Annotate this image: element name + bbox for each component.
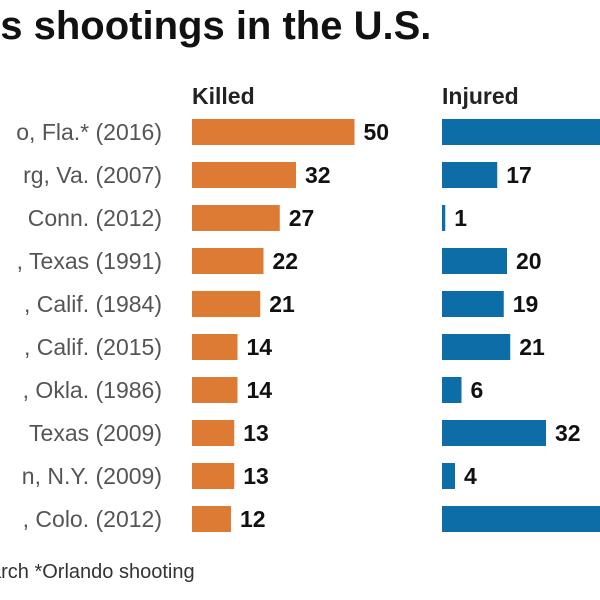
source-note: arch *Orlando shooting xyxy=(0,561,195,583)
killed-value-label: 13 xyxy=(243,420,269,446)
injured-header: Injured xyxy=(442,83,519,109)
injured-bar xyxy=(442,463,455,489)
injured-bar xyxy=(442,420,546,446)
killed-value-label: 12 xyxy=(240,506,266,532)
killed-bar xyxy=(192,205,280,231)
killed-bar xyxy=(192,119,355,145)
killed-value-label: 32 xyxy=(305,162,331,188)
injured-value-label: 4 xyxy=(464,463,477,489)
row-label: , Okla. (1986) xyxy=(23,377,162,403)
killed-bar xyxy=(192,506,231,532)
row-label: Texas (2009) xyxy=(29,420,162,446)
row-label: , Texas (1991) xyxy=(17,248,162,274)
row-label: , Calif. (2015) xyxy=(24,334,162,360)
injured-value-label: 20 xyxy=(516,248,542,274)
injured-bar xyxy=(442,248,507,274)
row-label: n, N.Y. (2009) xyxy=(22,463,162,489)
killed-bar xyxy=(192,420,235,446)
injured-value-label: 17 xyxy=(506,162,532,188)
killed-bar xyxy=(192,291,261,317)
killed-value-label: 14 xyxy=(247,377,273,403)
row-label: , Calif. (1984) xyxy=(24,291,162,317)
row-labels: o, Fla.* (2016) rg, Va. (2007) Conn. (2012… xyxy=(16,119,162,532)
killed-value-label: 27 xyxy=(289,205,315,231)
killed-bar xyxy=(192,334,238,360)
injured-value-label: 6 xyxy=(471,377,484,403)
killed-value-label: 13 xyxy=(243,463,269,489)
injured-bars: 17 1 20 19 21 6 32 4 xyxy=(442,119,600,532)
killed-header: Killed xyxy=(192,83,255,109)
killed-bar xyxy=(192,162,296,188)
row-label: o, Fla.* (2016) xyxy=(16,119,162,145)
killed-value-label: 22 xyxy=(273,248,299,274)
row-label: rg, Va. (2007) xyxy=(23,162,162,188)
injured-bar xyxy=(442,291,504,317)
killed-value-label: 50 xyxy=(364,119,390,145)
injured-bar xyxy=(442,506,600,532)
killed-value-label: 14 xyxy=(247,334,273,360)
killed-bars: 50 32 27 22 21 14 14 13 13 12 xyxy=(192,119,389,532)
injured-bar xyxy=(442,119,600,145)
injured-value-label: 32 xyxy=(555,420,581,446)
injured-bar xyxy=(442,334,511,360)
injured-value-label: 1 xyxy=(454,205,467,231)
column-headers: Killed Injured xyxy=(192,83,519,109)
chart-title: ss shootings in the U.S. xyxy=(0,4,432,48)
injured-value-label: 19 xyxy=(513,291,539,317)
killed-bar xyxy=(192,463,235,489)
killed-bar xyxy=(192,377,238,403)
row-label: , Colo. (2012) xyxy=(23,506,162,532)
killed-bar xyxy=(192,248,264,274)
injured-bar xyxy=(442,377,462,403)
injured-bar xyxy=(442,205,446,231)
injured-value-label: 21 xyxy=(519,334,545,360)
injured-bar xyxy=(442,162,498,188)
killed-value-label: 21 xyxy=(269,291,295,317)
row-label: Conn. (2012) xyxy=(28,205,162,231)
